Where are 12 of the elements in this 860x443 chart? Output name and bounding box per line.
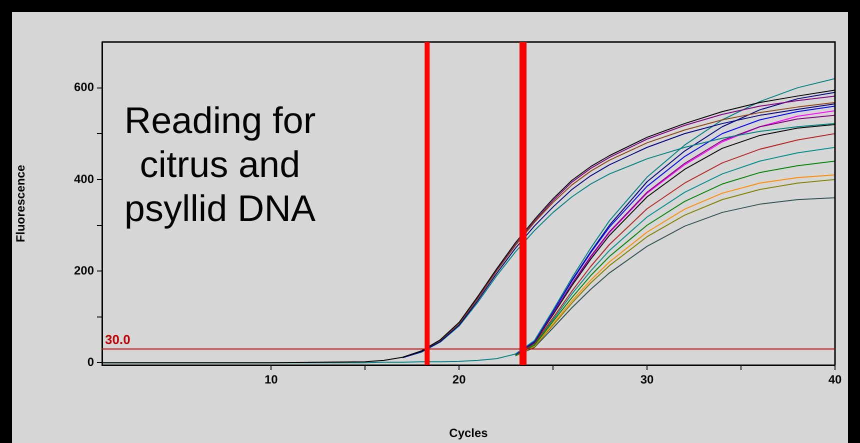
y-tick-label: 0 xyxy=(87,355,94,370)
x-axis-title: Cycles xyxy=(449,426,488,440)
ref-line-label: 30.0 xyxy=(105,332,130,348)
x-tick-label: 10 xyxy=(264,372,278,387)
annotation: Reading for citrus and psyllid DNA xyxy=(124,100,316,230)
y-tick-label: 200 xyxy=(74,263,94,278)
y-tick-label: 600 xyxy=(74,80,94,94)
y-axis-title: Fluorescence xyxy=(14,164,28,242)
y-tick-label: 400 xyxy=(74,172,94,186)
x-tick-label: 20 xyxy=(452,372,466,387)
x-tick-label: 40 xyxy=(828,372,842,387)
x-tick-label: 30 xyxy=(640,372,654,387)
